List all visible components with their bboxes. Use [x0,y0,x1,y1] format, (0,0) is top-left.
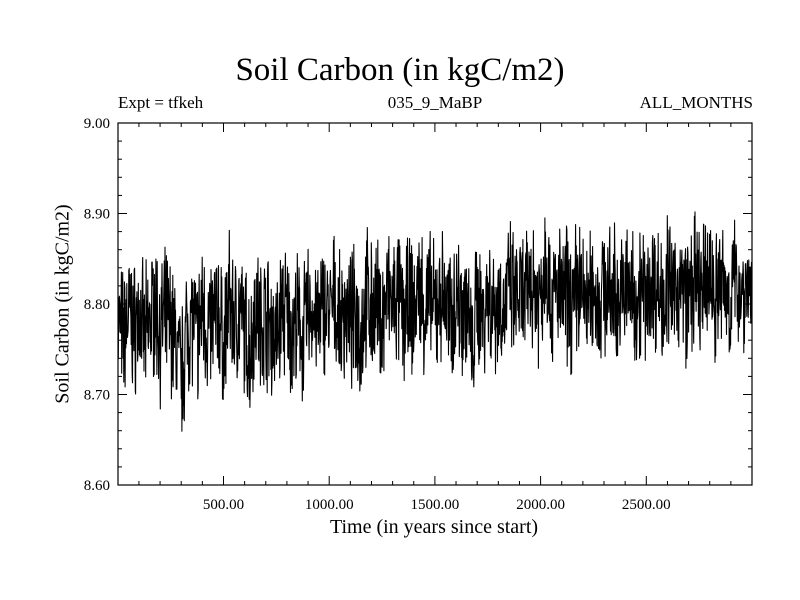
x-tick-label: 2500.00 [622,497,671,513]
chart-title: Soil Carbon (in kgC/m2) [235,52,565,88]
series-line [117,211,753,432]
y-tick-label: 8.90 [84,207,110,223]
x-axis-label: Time (in years since start) [329,516,539,538]
experiment-label: Expt = tfkeh [118,93,204,112]
y-tick-label: 8.60 [84,478,110,494]
plot-frame [117,122,753,486]
y-tick-label: 8.70 [84,388,110,404]
series-layer [117,211,753,432]
x-tick-label: 1500.00 [411,497,460,513]
chart-subtitle: 035_9_MaBP [387,93,483,112]
x-tick-label: 500.00 [203,497,244,513]
y-tick-label: 8.80 [84,297,110,313]
months-label: ALL_MONTHS [639,93,753,112]
x-tick-label: 1000.00 [305,497,354,513]
tick-layer: 500.00 1000.00 1500.00 2000.00 2500.00 8.60 8.… [84,116,752,513]
y-tick-label: 9.00 [84,116,110,132]
x-tick-label: 2000.00 [516,497,565,513]
